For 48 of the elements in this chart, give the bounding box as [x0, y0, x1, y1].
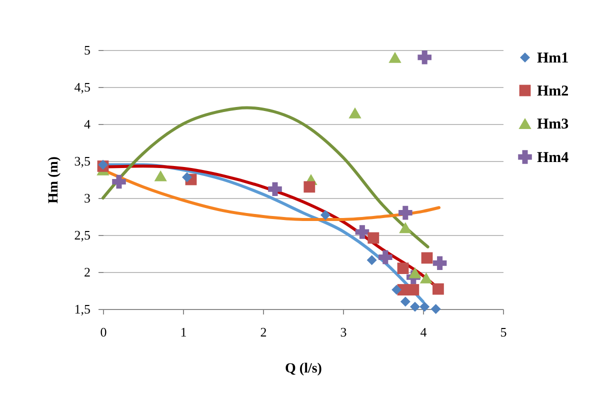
y-tick-label: 1,5	[74, 302, 90, 316]
y-tick-label: 3,5	[74, 154, 90, 168]
legend-label: Hm3	[537, 116, 569, 132]
point	[366, 255, 377, 266]
y-tick-label: 2	[84, 264, 90, 280]
y-tick-label: 4	[84, 116, 91, 132]
x-tick-label: 1	[180, 324, 187, 340]
point	[182, 172, 192, 182]
x-tick-label: 4	[420, 324, 428, 340]
point	[304, 181, 316, 193]
point	[408, 284, 420, 296]
point	[400, 296, 410, 307]
point	[432, 283, 444, 295]
point	[420, 272, 433, 284]
point	[320, 210, 330, 220]
point	[348, 107, 362, 118]
x-tick-label: 3	[340, 324, 347, 340]
legend-label: Hm1	[537, 50, 569, 66]
point	[355, 225, 370, 239]
x-tick-label: 0	[100, 324, 107, 340]
point	[420, 302, 430, 312]
point	[388, 52, 402, 63]
point	[154, 170, 167, 182]
point	[421, 252, 433, 264]
point	[418, 50, 432, 64]
y-tick-label: 4,5	[74, 80, 90, 94]
point	[432, 256, 447, 270]
point	[368, 232, 380, 244]
point	[268, 182, 282, 196]
point	[399, 222, 412, 234]
y-tick-label: 3	[84, 190, 90, 206]
point	[392, 284, 402, 295]
point	[378, 250, 392, 264]
y-axis-title: Hm (m)	[46, 156, 62, 204]
line-series	[102, 106, 430, 248]
point	[430, 304, 441, 314]
point	[408, 267, 422, 278]
x-tick-label: 5	[500, 324, 507, 340]
x-tick-label: 2	[260, 324, 267, 340]
point	[410, 302, 420, 312]
x-axis-title: Q (l/s)	[285, 362, 322, 376]
legend-label: Hm4	[537, 150, 570, 166]
y-tick-label: 2,5	[74, 228, 90, 242]
point	[397, 262, 409, 274]
point	[398, 206, 412, 220]
legend-label: Hm2	[537, 84, 569, 100]
point	[112, 174, 126, 189]
y-tick-label: 5	[84, 42, 90, 58]
